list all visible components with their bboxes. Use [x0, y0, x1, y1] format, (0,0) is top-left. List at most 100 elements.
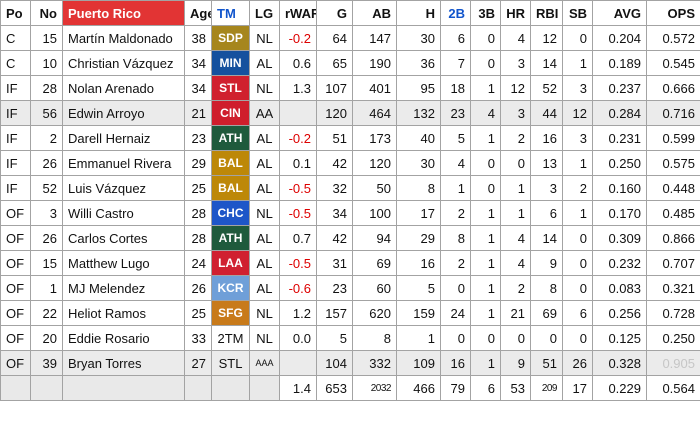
cell-tm: ATH: [211, 225, 250, 251]
cell-2b: 18: [440, 75, 471, 101]
cell-name: Nolan Arenado: [62, 75, 185, 101]
cell-sb: 0: [562, 275, 593, 301]
cell-rbi: 69: [530, 300, 563, 326]
cell-lg: AL: [249, 125, 280, 151]
cell-age: 23: [184, 125, 212, 151]
cell-ops: 0.448: [646, 175, 700, 201]
column-header-ab: AB: [352, 0, 397, 26]
column-header-tm[interactable]: TM: [211, 0, 250, 26]
cell-sb: 1: [562, 50, 593, 76]
totals-cell-po: [0, 375, 31, 401]
cell-tm: CIN: [211, 100, 250, 126]
cell-po: IF: [0, 75, 31, 101]
cell-rbi: 0: [530, 325, 563, 351]
cell-sb: 0: [562, 225, 593, 251]
cell-no: 15: [30, 250, 63, 276]
cell-no: 22: [30, 300, 63, 326]
cell-lg: NL: [249, 25, 280, 51]
cell-rwar: -0.5: [279, 250, 317, 276]
cell-3b: 1: [470, 350, 501, 376]
column-header-2b[interactable]: 2B: [440, 0, 471, 26]
cell-hr: 2: [500, 125, 531, 151]
cell-ops: 0.575: [646, 150, 700, 176]
cell-rwar: 0.7: [279, 225, 317, 251]
cell-lg: AL: [249, 175, 280, 201]
cell-lg: AL: [249, 150, 280, 176]
column-header-lg: LG: [249, 0, 280, 26]
player-row: IF 28 Nolan Arenado 34 STL NL 1.3 107 401 95 18 1 12…: [0, 75, 700, 101]
cell-name: Edwin Arroyo: [62, 100, 185, 126]
cell-h: 132: [396, 100, 441, 126]
cell-rbi: 14: [530, 50, 563, 76]
cell-rwar: 0.1: [279, 150, 317, 176]
cell-tm: BAL: [211, 175, 250, 201]
player-row: IF 56 Edwin Arroyo 21 CIN AA 120 464 132 23 4 3 44 12…: [0, 100, 700, 126]
cell-age: 25: [184, 300, 212, 326]
cell-rbi: 16: [530, 125, 563, 151]
cell-ab: 332: [352, 350, 397, 376]
cell-g: 120: [316, 100, 353, 126]
cell-lg: AAA: [249, 350, 280, 376]
cell-sb: 26: [562, 350, 593, 376]
cell-avg: 0.189: [592, 50, 647, 76]
cell-po: IF: [0, 125, 31, 151]
cell-avg: 0.160: [592, 175, 647, 201]
player-row: OF 26 Carlos Cortes 28 ATH AL 0.7 42 94 29 8 1 4 14 0 0…: [0, 225, 700, 251]
cell-h: 1: [396, 325, 441, 351]
cell-ops: 0.866: [646, 225, 700, 251]
cell-g: 42: [316, 150, 353, 176]
cell-no: 56: [30, 100, 63, 126]
column-header-hr: HR: [500, 0, 531, 26]
cell-po: IF: [0, 150, 31, 176]
cell-tm: STL: [211, 75, 250, 101]
cell-age: 26: [184, 275, 212, 301]
cell-g: 157: [316, 300, 353, 326]
cell-2b: 2: [440, 200, 471, 226]
cell-avg: 0.309: [592, 225, 647, 251]
cell-avg: 0.250: [592, 150, 647, 176]
totals-cell-hr: 53: [500, 375, 531, 401]
cell-ab: 147: [352, 25, 397, 51]
player-row: OF 1 MJ Melendez 26 KCR AL -0.6 23 60 5 0 1 2 8 0 0.083…: [0, 275, 700, 301]
cell-3b: 1: [470, 250, 501, 276]
cell-age: 38: [184, 25, 212, 51]
cell-g: 32: [316, 175, 353, 201]
cell-lg: AL: [249, 225, 280, 251]
cell-h: 109: [396, 350, 441, 376]
cell-lg: AA: [249, 100, 280, 126]
cell-g: 64: [316, 25, 353, 51]
player-row: IF 26 Emmanuel Rivera 29 BAL AL 0.1 42 120 30 4 0 0 1…: [0, 150, 700, 176]
cell-lg: AL: [249, 250, 280, 276]
cell-rwar: 0.6: [279, 50, 317, 76]
column-header-no: No: [30, 0, 63, 26]
cell-po: OF: [0, 350, 31, 376]
cell-ab: 120: [352, 150, 397, 176]
cell-ab: 8: [352, 325, 397, 351]
cell-rwar: 1.2: [279, 300, 317, 326]
cell-h: 36: [396, 50, 441, 76]
cell-no: 28: [30, 75, 63, 101]
cell-g: 34: [316, 200, 353, 226]
cell-hr: 4: [500, 25, 531, 51]
cell-po: OF: [0, 275, 31, 301]
player-row: OF 22 Heliot Ramos 25 SFG NL 1.2 157 620 159 24 1 21…: [0, 300, 700, 326]
cell-g: 104: [316, 350, 353, 376]
cell-3b: 1: [470, 300, 501, 326]
cell-tm: MIN: [211, 50, 250, 76]
cell-no: 52: [30, 175, 63, 201]
cell-h: 17: [396, 200, 441, 226]
cell-name: Heliot Ramos: [62, 300, 185, 326]
cell-no: 15: [30, 25, 63, 51]
cell-rwar: -0.6: [279, 275, 317, 301]
cell-tm: BAL: [211, 150, 250, 176]
cell-2b: 23: [440, 100, 471, 126]
cell-rbi: 51: [530, 350, 563, 376]
player-row: OF 3 Willi Castro 28 CHC NL -0.5 34 100 17 2 1 1 6 1 0.…: [0, 200, 700, 226]
cell-name: Carlos Cortes: [62, 225, 185, 251]
cell-tm: LAA: [211, 250, 250, 276]
cell-3b: 4: [470, 100, 501, 126]
cell-no: 1: [30, 275, 63, 301]
